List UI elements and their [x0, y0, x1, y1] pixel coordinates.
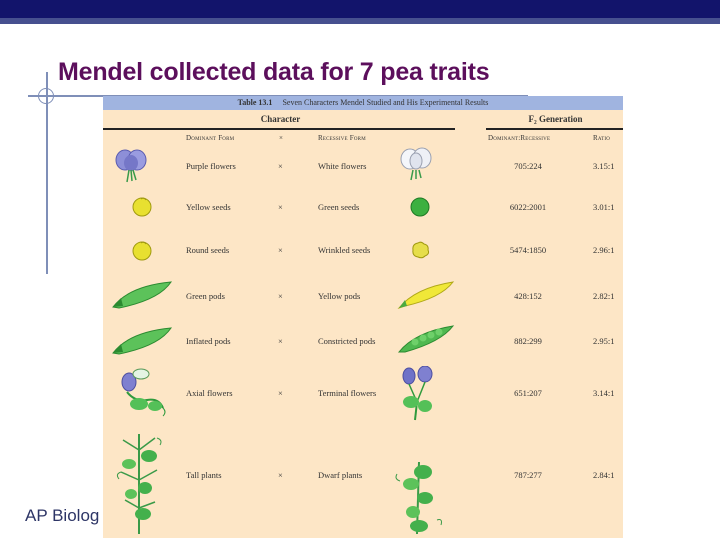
green-seed-icon: [410, 197, 430, 217]
header-rule-f2: [486, 128, 623, 130]
recessive-trait: Dwarf plants: [318, 470, 363, 480]
slide-title: Mendel collected data for 7 pea traits: [58, 58, 490, 86]
cross-symbol: ×: [278, 161, 283, 171]
cross-symbol: ×: [278, 245, 283, 255]
table-caption: Table 13.1 Seven Characters Mendel Studi…: [103, 96, 623, 110]
cross-symbol: ×: [278, 388, 283, 398]
wrinkled-seed-icon: [412, 241, 430, 259]
f2-ratio: 2.96:1: [593, 245, 615, 255]
table-row: Green pods × Yellow pods 428:152 2.82:1: [103, 278, 623, 314]
mendel-table: Table 13.1 Seven Characters Mendel Studi…: [103, 96, 623, 538]
tall-plant-icon: [116, 434, 162, 534]
constricted-pod-icon: [397, 325, 455, 353]
col-header-cross: ×: [279, 134, 284, 142]
f2-ratio: 3.15:1: [593, 161, 615, 171]
col-header-ratio: Ratio: [593, 134, 611, 142]
recessive-trait: Yellow pods: [318, 291, 361, 301]
col-header-dominant: Dominant Form: [186, 134, 235, 142]
f2-counts: 787:277: [514, 470, 542, 480]
group-header-character: Character: [260, 114, 301, 124]
cross-symbol: ×: [278, 336, 283, 346]
dwarf-plant-icon: [395, 461, 442, 535]
recessive-trait: Wrinkled seeds: [318, 245, 371, 255]
cross-symbol: ×: [278, 470, 283, 480]
f2-counts: 882:299: [514, 336, 542, 346]
cross-symbol: ×: [278, 291, 283, 301]
decorative-vertical-line: [46, 72, 48, 274]
f2-counts: 428:152: [514, 291, 542, 301]
f2-ratio: 2.84:1: [593, 470, 615, 480]
f2-ratio: 3.01:1: [593, 202, 615, 212]
table-caption-text: Seven Characters Mendel Studied and His …: [282, 98, 489, 107]
recessive-trait: Constricted pods: [318, 336, 376, 346]
white-flower-icon: [400, 147, 432, 181]
f2-ratio: 2.82:1: [593, 291, 615, 301]
dominant-trait: Tall plants: [186, 470, 222, 480]
f2-ratio: 3.14:1: [593, 388, 615, 398]
col-header-recessive: Recessive Form: [318, 134, 366, 142]
purple-flower-icon: [115, 149, 147, 183]
table-caption-number: Table 13.1: [237, 98, 273, 107]
recessive-trait: Green seeds: [318, 202, 360, 212]
crosshair-icon: [38, 88, 54, 104]
table-row: Inflated pods × Constricted pods 882:299…: [103, 322, 623, 358]
dominant-trait: Green pods: [186, 291, 225, 301]
col-header-counts: Dominant:Recessive: [488, 134, 551, 142]
dominant-trait: Inflated pods: [186, 336, 231, 346]
cross-symbol: ×: [278, 202, 283, 212]
table-row: Tall plants × Dwarf plants 787:277 2.84:…: [103, 430, 623, 538]
table-row: Purple flowers × White flowers 705:224 3…: [103, 146, 623, 186]
round-seed-icon: [132, 241, 152, 261]
top-banner: [0, 0, 720, 18]
f2-counts: 651:207: [514, 388, 542, 398]
inflated-pod-icon: [112, 327, 173, 355]
recessive-trait: Terminal flowers: [318, 388, 377, 398]
table-row: Round seeds × Wrinkled seeds 5474:1850 2…: [103, 236, 623, 266]
table-row: Axial flowers × Terminal flowers 651:207…: [103, 366, 623, 422]
yellow-seed-icon: [132, 197, 152, 217]
terminal-flower-icon: [402, 366, 433, 421]
f2-ratio: 2.95:1: [593, 336, 615, 346]
green-pod-icon: [112, 281, 173, 309]
group-header-f2: F₂ Generation: [528, 114, 583, 124]
dominant-trait: Purple flowers: [186, 161, 236, 171]
dominant-trait: Axial flowers: [186, 388, 233, 398]
dominant-trait: Yellow seeds: [186, 202, 231, 212]
f2-counts: 705:224: [514, 161, 542, 171]
header-rule-character: [103, 128, 455, 130]
yellow-pod-icon: [397, 281, 455, 310]
top-banner-stripe: [0, 18, 720, 24]
axial-flower-icon: [121, 368, 166, 417]
dominant-trait: Round seeds: [186, 245, 230, 255]
f2-counts: 5474:1850: [509, 245, 547, 255]
recessive-trait: White flowers: [318, 161, 367, 171]
table-row: Yellow seeds × Green seeds 6022:2001 3.0…: [103, 192, 623, 222]
footer-label: AP Biolog: [25, 506, 100, 525]
f2-counts: 6022:2001: [509, 202, 547, 212]
